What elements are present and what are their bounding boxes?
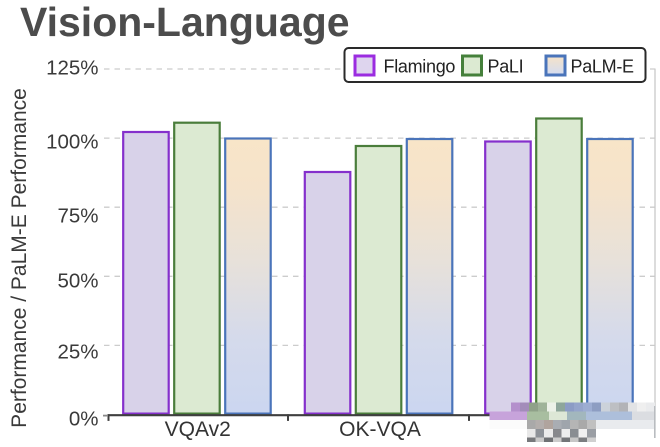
svg-text:Vision-Language: Vision-Language — [20, 0, 350, 45]
svg-text:25%: 25% — [57, 341, 98, 364]
svg-text:50%: 50% — [57, 270, 98, 293]
svg-text:100%: 100% — [46, 131, 98, 154]
svg-text:VQAv2: VQAv2 — [165, 418, 231, 441]
svg-text:125%: 125% — [46, 57, 98, 80]
svg-text:0%: 0% — [69, 408, 99, 431]
svg-text:75%: 75% — [57, 205, 98, 228]
svg-text:PaLM-E: PaLM-E — [571, 57, 635, 77]
svg-text:Flamingo: Flamingo — [384, 57, 456, 77]
svg-text:OK-VQA: OK-VQA — [339, 418, 421, 441]
svg-text:Performance / PaLM-E Performan: Performance / PaLM-E Performance — [8, 88, 31, 428]
svg-text:PaLI: PaLI — [488, 57, 524, 77]
